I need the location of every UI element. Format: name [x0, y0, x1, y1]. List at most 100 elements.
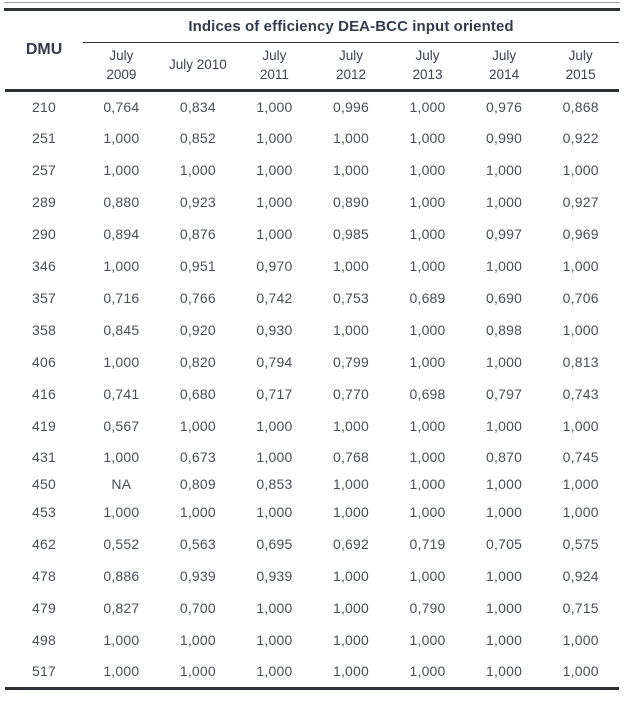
- value-cell: 1,000: [409, 258, 446, 274]
- value-cell: 0,764: [103, 98, 140, 115]
- value-cell: 0,695: [256, 536, 293, 552]
- value-cell: 1,000: [409, 98, 446, 115]
- value-cell: 1,000: [256, 98, 293, 115]
- column-header-july-2015: July 2015: [542, 42, 619, 92]
- value-cell: 1,000: [332, 130, 369, 146]
- table-row: 357 0,716 0,766 0,742 0,753 0,689 0,690 …: [5, 282, 619, 314]
- dmu-cell: 346: [32, 258, 57, 274]
- value-cell: 0,692: [332, 536, 369, 552]
- value-cell: 0,742: [256, 290, 293, 306]
- value-cell: 1,000: [179, 418, 216, 434]
- value-cell: NA: [111, 476, 132, 492]
- value-cell: 0,970: [256, 258, 293, 274]
- value-cell: 0,813: [562, 354, 599, 370]
- value-cell: 1,000: [332, 663, 369, 680]
- value-cell: 1,000: [256, 449, 293, 465]
- value-cell: 0,768: [332, 449, 369, 465]
- value-cell: 1,000: [409, 449, 446, 465]
- value-cell: 0,924: [562, 568, 599, 584]
- value-cell: 1,000: [486, 354, 523, 370]
- value-cell: 1,000: [486, 568, 523, 584]
- value-cell: 1,000: [486, 162, 523, 178]
- value-cell: 1,000: [256, 600, 293, 616]
- top-thin-rule: [4, 2, 620, 3]
- value-cell: 0,743: [562, 386, 599, 402]
- value-cell: 1,000: [486, 476, 523, 492]
- value-cell: 1,000: [332, 632, 369, 648]
- efficiency-indices-table: DMU Indices of efficiency DEA-BCC input …: [5, 11, 619, 690]
- value-cell: 1,000: [486, 418, 523, 434]
- value-cell: 0,745: [562, 449, 599, 465]
- value-cell: 1,000: [562, 504, 599, 520]
- dmu-cell: 289: [32, 194, 57, 210]
- value-cell: 0,923: [179, 194, 216, 210]
- value-cell: 0,797: [486, 386, 523, 402]
- value-cell: 1,000: [256, 663, 293, 680]
- column-header-july-2012: July 2012: [312, 42, 390, 92]
- column-header-july-2009: July 2009: [83, 42, 160, 92]
- dmu-cell: 517: [32, 663, 57, 680]
- value-cell: 1,000: [562, 663, 599, 680]
- value-cell: 0,552: [103, 536, 140, 552]
- value-cell: 1,000: [486, 600, 523, 616]
- value-cell: 1,000: [103, 162, 140, 178]
- value-cell: 1,000: [562, 418, 599, 434]
- value-cell: 0,741: [103, 386, 140, 402]
- value-cell: 1,000: [256, 418, 293, 434]
- column-header-july-2010: July 2010: [159, 42, 237, 92]
- value-cell: 0,976: [486, 98, 523, 115]
- table-row: 517 1,000 1,000 1,000 1,000 1,000 1,000 …: [5, 656, 619, 688]
- value-cell: 1,000: [562, 162, 599, 178]
- value-cell: 0,997: [486, 226, 523, 242]
- table-row: 462 0,552 0,563 0,695 0,692 0,719 0,705 …: [5, 528, 619, 560]
- value-cell: 0,794: [256, 354, 293, 370]
- value-cell: 0,868: [562, 98, 599, 115]
- top-thick-rule: [4, 8, 620, 11]
- value-cell: 0,886: [103, 568, 140, 584]
- value-cell: 1,000: [332, 418, 369, 434]
- table-header: DMU Indices of efficiency DEA-BCC input …: [5, 11, 619, 92]
- column-header-row: July 2009 July 2010 July 2011 July 2012 …: [5, 42, 619, 92]
- value-cell: 1,000: [256, 226, 293, 242]
- value-cell: 0,715: [562, 600, 599, 616]
- value-cell: 0,834: [179, 98, 216, 115]
- value-cell: 1,000: [409, 476, 446, 492]
- value-cell: 0,969: [562, 226, 599, 242]
- dmu-cell: 478: [32, 568, 57, 584]
- value-cell: 1,000: [256, 194, 293, 210]
- value-cell: 1,000: [103, 504, 140, 520]
- value-cell: 0,770: [332, 386, 369, 402]
- value-cell: 1,000: [409, 418, 446, 434]
- value-cell: 1,000: [103, 663, 140, 680]
- value-cell: 1,000: [256, 130, 293, 146]
- value-cell: 1,000: [103, 130, 140, 146]
- dmu-cell: 251: [32, 130, 57, 146]
- value-cell: 0,894: [103, 226, 140, 242]
- value-cell: 1,000: [332, 476, 369, 492]
- value-cell: 0,753: [332, 290, 369, 306]
- dmu-cell: 416: [32, 386, 57, 402]
- table-row: 419 0,567 1,000 1,000 1,000 1,000 1,000 …: [5, 410, 619, 442]
- value-cell: 1,000: [332, 568, 369, 584]
- value-cell: 1,000: [562, 322, 599, 338]
- value-cell: 1,000: [562, 258, 599, 274]
- dmu-cell: 210: [32, 98, 57, 115]
- value-cell: 1,000: [332, 504, 369, 520]
- table-row: 289 0,880 0,923 1,000 0,890 1,000 1,000 …: [5, 186, 619, 218]
- value-cell: 0,827: [103, 600, 140, 616]
- table-row: 210 0,764 0,834 1,000 0,996 1,000 0,976 …: [5, 90, 619, 122]
- value-cell: 1,000: [179, 504, 216, 520]
- value-cell: 1,000: [562, 476, 599, 492]
- value-cell: 1,000: [256, 162, 293, 178]
- title-row: DMU Indices of efficiency DEA-BCC input …: [5, 11, 619, 92]
- value-cell: 1,000: [103, 258, 140, 274]
- value-cell: 0,820: [179, 354, 216, 370]
- value-cell: 0,717: [256, 386, 293, 402]
- value-cell: 0,690: [486, 290, 523, 306]
- value-cell: 0,985: [332, 226, 369, 242]
- table-row: 450 NA 0,809 0,853 1,000 1,000 1,000 1,0…: [5, 472, 619, 496]
- table-row: 498 1,000 1,000 1,000 1,000 1,000 1,000 …: [5, 624, 619, 656]
- value-cell: 0,680: [179, 386, 216, 402]
- value-cell: 0,939: [256, 568, 293, 584]
